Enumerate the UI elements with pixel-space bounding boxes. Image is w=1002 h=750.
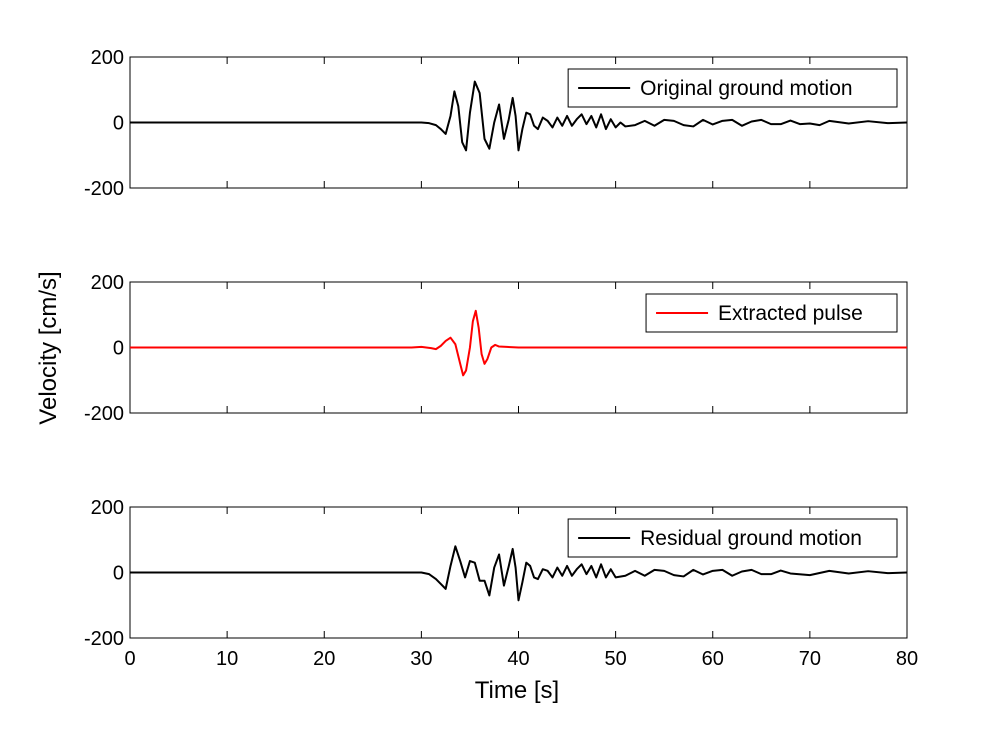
panel-1: -200 0 200 Original ground motion bbox=[84, 47, 908, 200]
y-tick-label: 200 bbox=[91, 497, 124, 519]
series-line bbox=[130, 80, 908, 152]
x-tick-label: 20 bbox=[313, 648, 335, 670]
y-tick-label: 200 bbox=[91, 272, 124, 294]
x-tick-label: 50 bbox=[605, 648, 627, 670]
x-tick-label: 40 bbox=[507, 648, 529, 670]
y-tick-label: -200 bbox=[84, 178, 124, 200]
panel-2: -200 0 200 Extracted pulse bbox=[84, 272, 908, 425]
y-tick-label: 0 bbox=[113, 113, 124, 135]
x-tick-label: 10 bbox=[216, 648, 238, 670]
legend-label: Residual ground motion bbox=[640, 527, 862, 550]
x-tick-label: 80 bbox=[896, 648, 918, 670]
x-tick-label: 60 bbox=[702, 648, 724, 670]
legend: Residual ground motion bbox=[567, 518, 898, 558]
y-tick-label: -200 bbox=[84, 403, 124, 425]
y-tick-label: 0 bbox=[113, 563, 124, 585]
legend-label: Extracted pulse bbox=[718, 302, 863, 325]
x-tick-label: 70 bbox=[799, 648, 821, 670]
y-axis-title: Velocity [cm/s] bbox=[35, 271, 62, 424]
y-tick-label: 200 bbox=[91, 47, 124, 69]
legend-label: Original ground motion bbox=[640, 77, 852, 100]
legend: Original ground motion bbox=[567, 68, 898, 108]
series-line bbox=[130, 309, 907, 377]
x-axis-title: Time [s] bbox=[475, 677, 559, 704]
y-tick-label: -200 bbox=[84, 628, 124, 650]
y-tick-label: 0 bbox=[113, 338, 124, 360]
x-tick-label: 0 bbox=[124, 648, 135, 670]
series-line bbox=[130, 545, 908, 602]
x-tick-label: 30 bbox=[410, 648, 432, 670]
legend: Extracted pulse bbox=[645, 293, 898, 333]
